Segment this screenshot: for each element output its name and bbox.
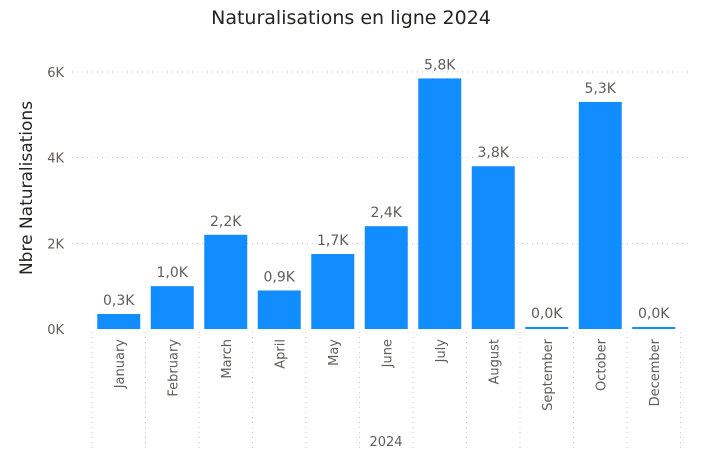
data-label: 5,3K	[585, 81, 617, 97]
bar-august	[471, 166, 515, 329]
y-axis-ticks: 0K 2K 4K 6K	[47, 66, 64, 338]
x-tick-label: June	[380, 339, 395, 368]
x-tick-label: August	[487, 339, 502, 385]
bar-january	[97, 314, 141, 329]
x-tick-label: March	[220, 339, 235, 379]
data-label: 0,0K	[531, 306, 563, 322]
data-label: 2,4K	[371, 205, 403, 221]
data-label: 0,3K	[103, 293, 135, 309]
y-tick-label: 2K	[47, 237, 64, 252]
x-tick-label: January	[113, 339, 128, 390]
x-tick-label: April	[273, 339, 288, 369]
bar-may	[311, 254, 355, 329]
bar-february	[150, 286, 194, 329]
y-axis-label: Nbre Naturalisations	[17, 101, 37, 275]
data-labels: 0,3K 1,0K 2,2K 0,9K 1,7K 2,4K 5,8K 3,8K 0,0K 5,3K…	[103, 57, 670, 322]
data-label: 5,8K	[424, 57, 456, 73]
data-label: 2,2K	[210, 214, 242, 230]
chart-title: Naturalisations en ligne 2024	[211, 7, 491, 29]
data-label: 3,8K	[478, 145, 510, 161]
bar-july	[418, 78, 462, 329]
y-tick-label: 4K	[47, 152, 64, 167]
data-label: 1,7K	[317, 233, 349, 249]
x-tick-label: December	[648, 338, 663, 406]
x-tick-label: July	[434, 339, 449, 364]
bar-june	[364, 226, 408, 329]
data-label: 0,0K	[638, 306, 670, 322]
x-axis-categories: January February March April May June July Augu…	[113, 338, 663, 411]
bar-april	[257, 290, 301, 329]
bar-march	[204, 234, 248, 329]
x-tick-label: September	[541, 338, 556, 411]
x-tick-label: February	[166, 339, 181, 397]
y-tick-label: 6K	[47, 66, 64, 81]
x-tick-label: May	[327, 339, 342, 366]
bar-december	[632, 327, 676, 329]
x-tick-label: October	[594, 338, 609, 391]
y-tick-label: 0K	[47, 323, 64, 338]
bar-september	[525, 327, 569, 329]
bars	[97, 78, 676, 329]
data-label: 0,9K	[264, 269, 296, 285]
x-axis-label: 2024	[369, 435, 402, 450]
data-label: 1,0K	[157, 265, 189, 281]
bar-october	[578, 101, 622, 329]
